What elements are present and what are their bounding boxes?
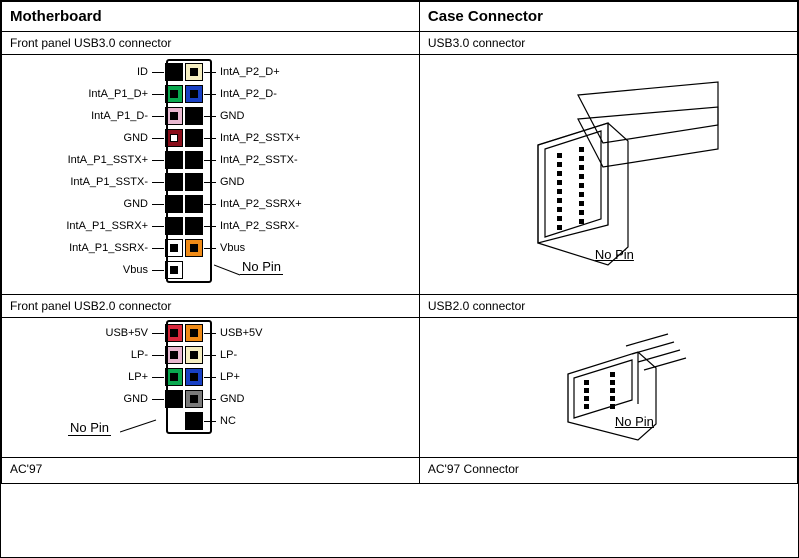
pin-label-right: IntA_P2_SSTX- xyxy=(216,154,326,166)
pin-label-right: Vbus xyxy=(216,242,326,254)
usb3-mb-diagram-cell: ID IntA_P2_D+ IntA_P1_D+ IntA_P2_D- IntA_P1_… xyxy=(2,55,420,295)
pin-label-left: GND xyxy=(52,132,152,144)
usb2-pinout: USB+5V USB+5V LP- LP- LP+ LP+ GND GND NC xyxy=(52,322,326,432)
pin-tick xyxy=(152,399,164,400)
usb2-mb-diagram-cell: USB+5V USB+5V LP- LP- LP+ LP+ GND GND NC No Pin xyxy=(2,318,420,458)
pin-tick xyxy=(152,355,164,356)
header-case: Case Connector xyxy=(419,2,797,32)
usb3-case-connector-drawing xyxy=(483,67,733,277)
usb3-mb-title: Front panel USB3.0 connector xyxy=(2,32,420,55)
pin-label-right: GND xyxy=(216,110,326,122)
pin-tick xyxy=(152,377,164,378)
pin-tick xyxy=(152,226,164,227)
pin-label-right: IntA_P2_D- xyxy=(216,88,326,100)
usb3-pinout: ID IntA_P2_D+ IntA_P1_D+ IntA_P2_D- IntA_P1_… xyxy=(52,61,326,281)
pin-label-left: LP- xyxy=(52,349,152,361)
pin-tick xyxy=(152,160,164,161)
pin-label-right: USB+5V xyxy=(216,327,326,339)
pin-label-left: IntA_P1_SSTX- xyxy=(52,176,152,188)
pin-label-left: LP+ xyxy=(52,371,152,383)
pin-tick xyxy=(152,94,164,95)
footer-left: AC'97 xyxy=(2,458,420,484)
pin-label-right: GND xyxy=(216,176,326,188)
usb3-case-diagram-cell: No Pin xyxy=(419,55,797,295)
pin-label-right: IntA_P2_SSRX- xyxy=(216,220,326,232)
usb3-case-nopin-label: No Pin xyxy=(595,247,634,262)
pin-label-right: GND xyxy=(216,393,326,405)
usb2-mb-title: Front panel USB2.0 connector xyxy=(2,295,420,318)
usb2-nopin-pointer xyxy=(120,418,160,438)
usb2-case-diagram-cell: No Pin xyxy=(419,318,797,458)
pin-tick xyxy=(152,138,164,139)
pin-tick xyxy=(152,248,164,249)
usb3-shroud xyxy=(166,59,212,283)
usb2-case-title: USB2.0 connector xyxy=(419,295,797,318)
usb2-case-connector-drawing xyxy=(498,330,718,450)
pin-label-left: IntA_P1_SSRX- xyxy=(52,242,152,254)
pin-tick xyxy=(152,182,164,183)
usb2-nopin-label: No Pin xyxy=(68,420,111,436)
pin-label-right: IntA_P2_SSTX+ xyxy=(216,132,326,144)
pin-label-left: USB+5V xyxy=(52,327,152,339)
pin-label-left: IntA_P1_SSRX+ xyxy=(52,220,152,232)
pin-tick xyxy=(152,116,164,117)
header-motherboard: Motherboard xyxy=(2,2,420,32)
pin-label-left: IntA_P1_SSTX+ xyxy=(52,154,152,166)
usb2-case-nopin-label: No Pin xyxy=(615,414,654,429)
footer-right: AC'97 Connector xyxy=(419,458,797,484)
pin-label-left: Vbus xyxy=(52,264,152,276)
pin-tick xyxy=(152,204,164,205)
pin-label-right: LP- xyxy=(216,349,326,361)
pin-tick xyxy=(152,333,164,334)
pin-tick xyxy=(152,270,164,271)
pin-label-left: IntA_P1_D+ xyxy=(52,88,152,100)
pin-label-right: NC xyxy=(216,415,326,427)
pin-label-right: IntA_P2_SSRX+ xyxy=(216,198,326,210)
pin-label-right: IntA_P2_D+ xyxy=(216,66,326,78)
pin-label-left: ID xyxy=(52,66,152,78)
pin-label-right: LP+ xyxy=(216,371,326,383)
usb2-shroud xyxy=(166,320,212,434)
pin-tick xyxy=(152,72,164,73)
pin-label-left: GND xyxy=(52,198,152,210)
main-table: Motherboard Case Connector Front panel U… xyxy=(1,1,798,484)
pin-label-left: GND xyxy=(52,393,152,405)
connector-table: Motherboard Case Connector Front panel U… xyxy=(0,0,799,558)
pin-label-left: IntA_P1_D- xyxy=(52,110,152,122)
usb3-case-title: USB3.0 connector xyxy=(419,32,797,55)
usb3-nopin-label: No Pin xyxy=(240,259,283,275)
nopin-pointer xyxy=(214,261,244,281)
